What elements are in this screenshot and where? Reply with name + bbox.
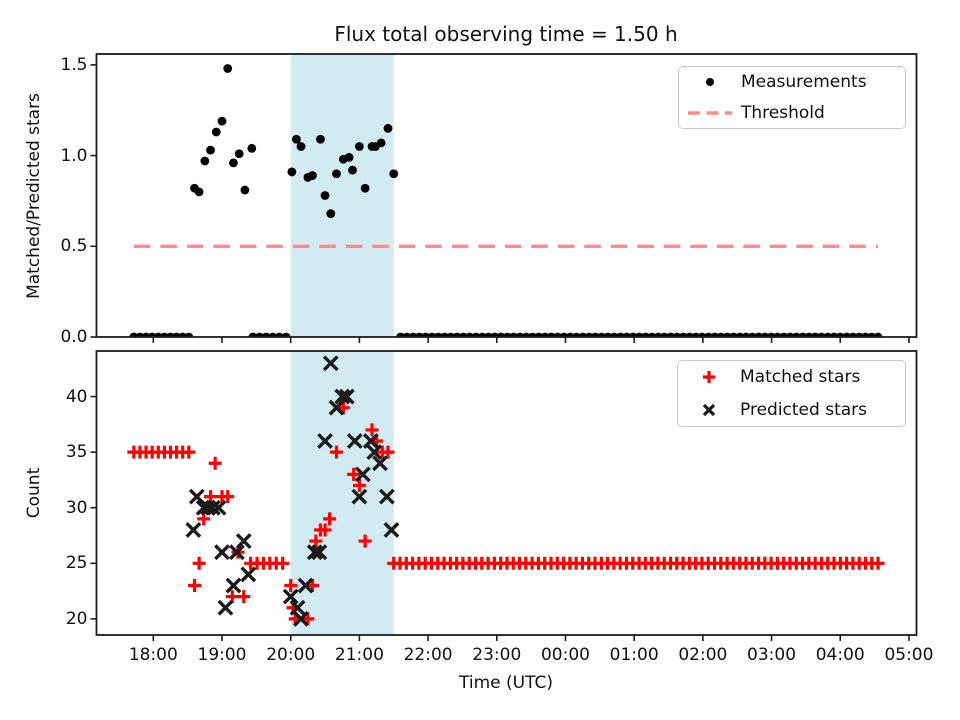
x-tick-label: 03:00 bbox=[747, 645, 797, 665]
plus-marker-icon bbox=[678, 369, 740, 385]
legend-entry-measurements: Measurements bbox=[679, 67, 905, 98]
threshold-dash-icon bbox=[679, 110, 741, 116]
legend-label: Measurements bbox=[741, 72, 867, 93]
x-tick-label: 01:00 bbox=[609, 645, 659, 665]
measurements-dot-icon bbox=[679, 76, 741, 88]
x-tick-label: 19:00 bbox=[197, 645, 247, 665]
bottom-plot-legend: Matched stars Predicted stars bbox=[677, 360, 906, 427]
x-tick-label: 22:00 bbox=[403, 645, 453, 665]
top-plot-area bbox=[129, 54, 883, 337]
y-tick-label: 0.5 bbox=[60, 236, 88, 257]
x-tick-label: 21:00 bbox=[334, 645, 384, 665]
x-tick-label: 02:00 bbox=[678, 645, 728, 665]
bottom-plot-area bbox=[127, 351, 885, 635]
x-tick-label: 18:00 bbox=[128, 645, 178, 665]
legend-entry-predicted: Predicted stars bbox=[678, 394, 905, 427]
y-tick-label: 1.5 bbox=[60, 54, 88, 75]
legend-entry-matched: Matched stars bbox=[678, 361, 905, 394]
y-tick-label: 1.0 bbox=[60, 145, 88, 166]
legend-entry-threshold: Threshold bbox=[679, 98, 905, 129]
x-tick-label: 00:00 bbox=[540, 645, 590, 665]
bottom-plot-frame bbox=[95, 350, 918, 636]
x-tick-label: 04:00 bbox=[815, 645, 865, 665]
y-tick-label: 40 bbox=[65, 386, 88, 407]
legend-label: Threshold bbox=[741, 102, 825, 123]
observing-window-shade bbox=[290, 54, 394, 337]
top-plot-legend: Measurements Threshold bbox=[678, 66, 906, 129]
top-y-axis-label: Matched/Predicted stars bbox=[24, 93, 44, 299]
x-tick-label: 05:00 bbox=[884, 645, 934, 665]
y-tick-label: 25 bbox=[65, 553, 88, 574]
legend-label: Predicted stars bbox=[740, 399, 867, 420]
y-tick-label: 0.0 bbox=[60, 327, 88, 347]
top-plot-frame bbox=[95, 53, 918, 338]
x-tick-label: 20:00 bbox=[266, 645, 316, 665]
x-marker-icon bbox=[678, 402, 740, 418]
y-tick-label: 20 bbox=[65, 608, 88, 629]
y-tick-label: 30 bbox=[65, 497, 88, 518]
x-tick-label: 23:00 bbox=[472, 645, 522, 665]
legend-label: Matched stars bbox=[740, 367, 861, 388]
x-axis-label: Time (UTC) bbox=[459, 673, 553, 693]
y-tick-label: 35 bbox=[65, 442, 88, 463]
chart-title: Flux total observing time = 1.50 h bbox=[334, 22, 678, 46]
